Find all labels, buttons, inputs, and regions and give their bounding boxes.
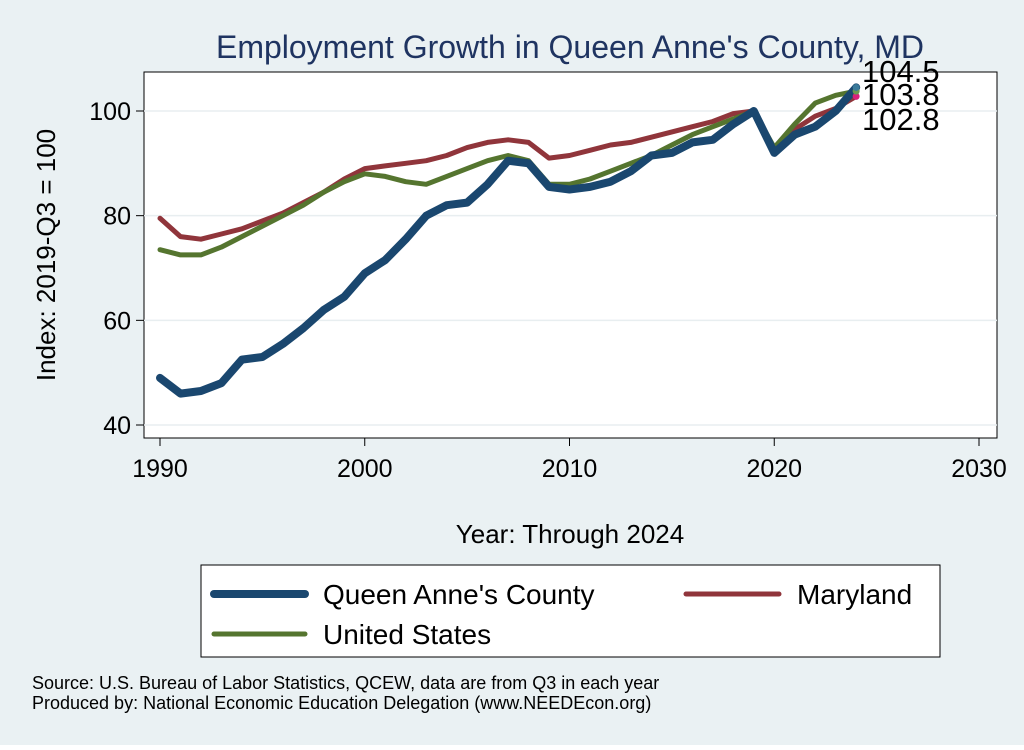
chart-title: Employment Growth in Queen Anne's County… bbox=[216, 29, 924, 65]
source-note: Source: U.S. Bureau of Labor Statistics,… bbox=[32, 673, 659, 693]
plot-area bbox=[143, 71, 998, 439]
x-tick-label: 2010 bbox=[542, 455, 598, 483]
y-tick-label: 100 bbox=[89, 98, 131, 126]
y-tick-label: 40 bbox=[103, 412, 131, 440]
end-point-maryland bbox=[852, 92, 860, 100]
y-tick-label: 60 bbox=[103, 307, 131, 335]
end-point-queen-anne-s-county bbox=[852, 83, 860, 91]
x-tick-label: 2030 bbox=[951, 455, 1007, 483]
end-value-label: 102.8 bbox=[862, 102, 940, 137]
y-tick-label: 80 bbox=[103, 203, 131, 231]
legend-label-maryland: Maryland bbox=[797, 579, 912, 610]
x-tick-label: 1990 bbox=[132, 455, 188, 483]
legend-label-queen-anne-s-county: Queen Anne's County bbox=[323, 579, 595, 610]
legend bbox=[200, 564, 941, 658]
y-axis-title: Index: 2019-Q3 = 100 bbox=[31, 129, 61, 381]
end-value-label: 104.5 bbox=[862, 54, 940, 89]
x-axis-title: Year: Through 2024 bbox=[456, 519, 684, 549]
producer-note: Produced by: National Economic Education… bbox=[32, 693, 651, 713]
legend-label-united-states: United States bbox=[323, 619, 491, 650]
x-tick-label: 2000 bbox=[337, 455, 393, 483]
legend-entries: Queen Anne's County Maryland United States bbox=[210, 579, 912, 650]
series-lines bbox=[156, 83, 861, 398]
series-line-queen-anne-s-county bbox=[156, 83, 861, 398]
axes: 40 60 80 100 1990 2000 2010 2020 2030 bbox=[89, 98, 1007, 483]
end-value-label: 103.8 bbox=[862, 77, 940, 112]
series-line-maryland bbox=[157, 93, 859, 242]
x-tick-label: 2020 bbox=[746, 455, 802, 483]
